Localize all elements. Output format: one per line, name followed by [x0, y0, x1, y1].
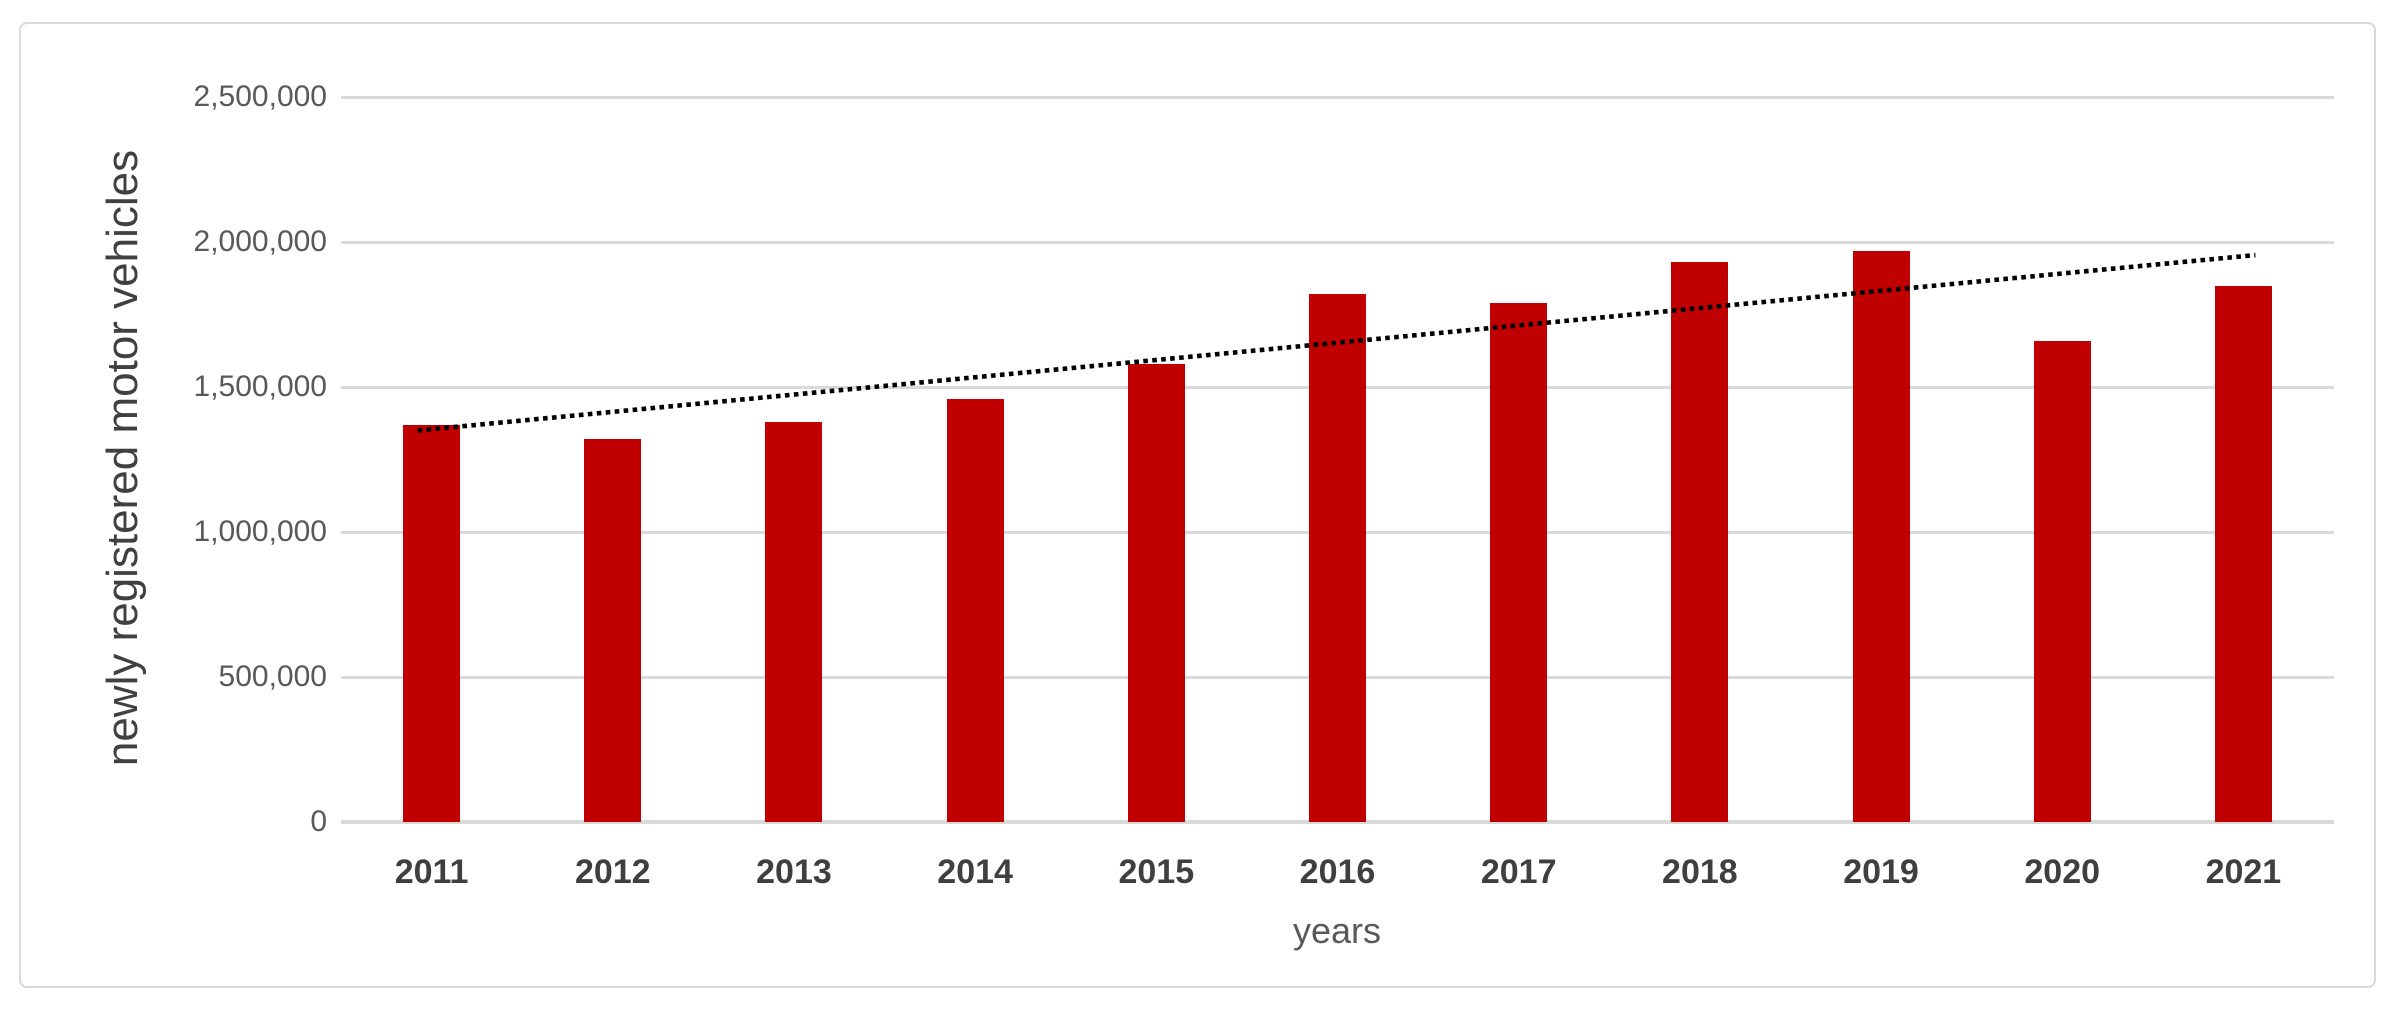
- bar-2015: [1127, 363, 1185, 822]
- bar-2013: [765, 421, 823, 822]
- x-tick-label: 2012: [574, 853, 651, 891]
- y-axis-title: newly registered motor vehicles: [98, 149, 147, 767]
- bar-2012: [584, 439, 642, 822]
- bar-2021: [2214, 285, 2272, 822]
- x-tick-label: 2016: [1299, 853, 1376, 891]
- x-tick-label: 2011: [394, 853, 469, 891]
- bar-2014: [946, 398, 1004, 822]
- y-tick-label: 2,000,000: [193, 225, 327, 258]
- gridline: [341, 240, 2334, 244]
- bar-2011: [403, 424, 461, 822]
- bar-2019: [1852, 250, 1910, 822]
- bar-2018: [1671, 262, 1729, 822]
- x-axis-title: years: [1292, 910, 1382, 951]
- x-axis-line: [341, 820, 2334, 824]
- bar-2017: [1490, 302, 1548, 822]
- x-tick-label: 2021: [2205, 853, 2282, 891]
- x-tick-label: 2020: [2024, 853, 2101, 891]
- gridline: [341, 95, 2334, 99]
- x-tick-label: 2013: [756, 853, 832, 891]
- x-tick-label: 2015: [1118, 853, 1195, 891]
- y-tick-label: 1,500,000: [193, 370, 327, 403]
- trendline-line: [417, 252, 2256, 433]
- y-tick-label: 2,500,000: [193, 80, 327, 113]
- x-tick-label: 2019: [1843, 853, 1919, 891]
- x-tick-label: 2017: [1480, 853, 1557, 891]
- bar-2020: [2033, 340, 2091, 822]
- x-tick-label: 2014: [937, 853, 1013, 891]
- y-tick-label: 0: [310, 805, 327, 838]
- y-tick-label: 1,000,000: [193, 515, 327, 548]
- y-tick-label: 500,000: [218, 660, 327, 693]
- bar-2016: [1309, 294, 1366, 822]
- x-tick-label: 2018: [1662, 853, 1738, 891]
